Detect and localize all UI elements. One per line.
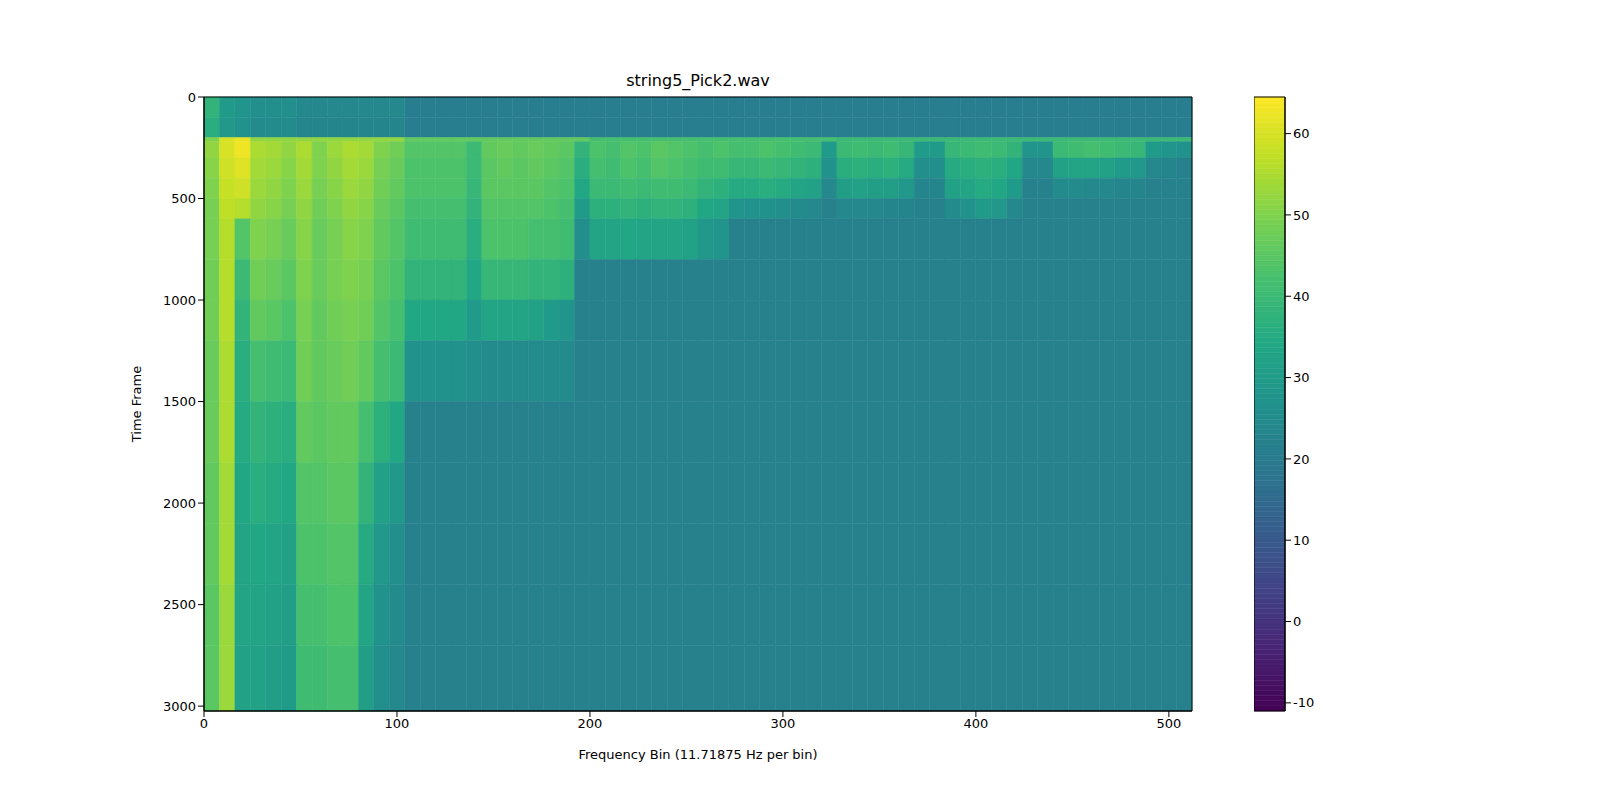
svg-text:300: 300 — [770, 716, 795, 731]
svg-text:Frequency Bin (11.71875 Hz per: Frequency Bin (11.71875 Hz per bin) — [578, 747, 817, 762]
svg-text:60: 60 — [1293, 126, 1310, 141]
svg-text:0: 0 — [200, 716, 208, 731]
svg-text:Time Frame: Time Frame — [129, 366, 144, 443]
svg-text:500: 500 — [1156, 716, 1181, 731]
svg-text:30: 30 — [1293, 370, 1310, 385]
svg-text:1500: 1500 — [163, 394, 196, 409]
svg-text:100: 100 — [385, 716, 410, 731]
svg-text:0: 0 — [1293, 614, 1301, 629]
svg-text:0: 0 — [188, 90, 196, 105]
svg-text:1000: 1000 — [163, 293, 196, 308]
svg-text:500: 500 — [171, 191, 196, 206]
svg-text:200: 200 — [578, 716, 603, 731]
svg-text:400: 400 — [963, 716, 988, 731]
svg-text:2000: 2000 — [163, 496, 196, 511]
svg-text:3000: 3000 — [163, 699, 196, 714]
svg-text:2500: 2500 — [163, 597, 196, 612]
svg-text:10: 10 — [1293, 533, 1310, 548]
svg-text:50: 50 — [1293, 208, 1310, 223]
svg-text:40: 40 — [1293, 289, 1310, 304]
html-text:string5_Pick2.wav: string5_Pick2.wav — [626, 71, 770, 90]
svg-text:20: 20 — [1293, 452, 1310, 467]
svg-text:-10: -10 — [1293, 695, 1314, 710]
